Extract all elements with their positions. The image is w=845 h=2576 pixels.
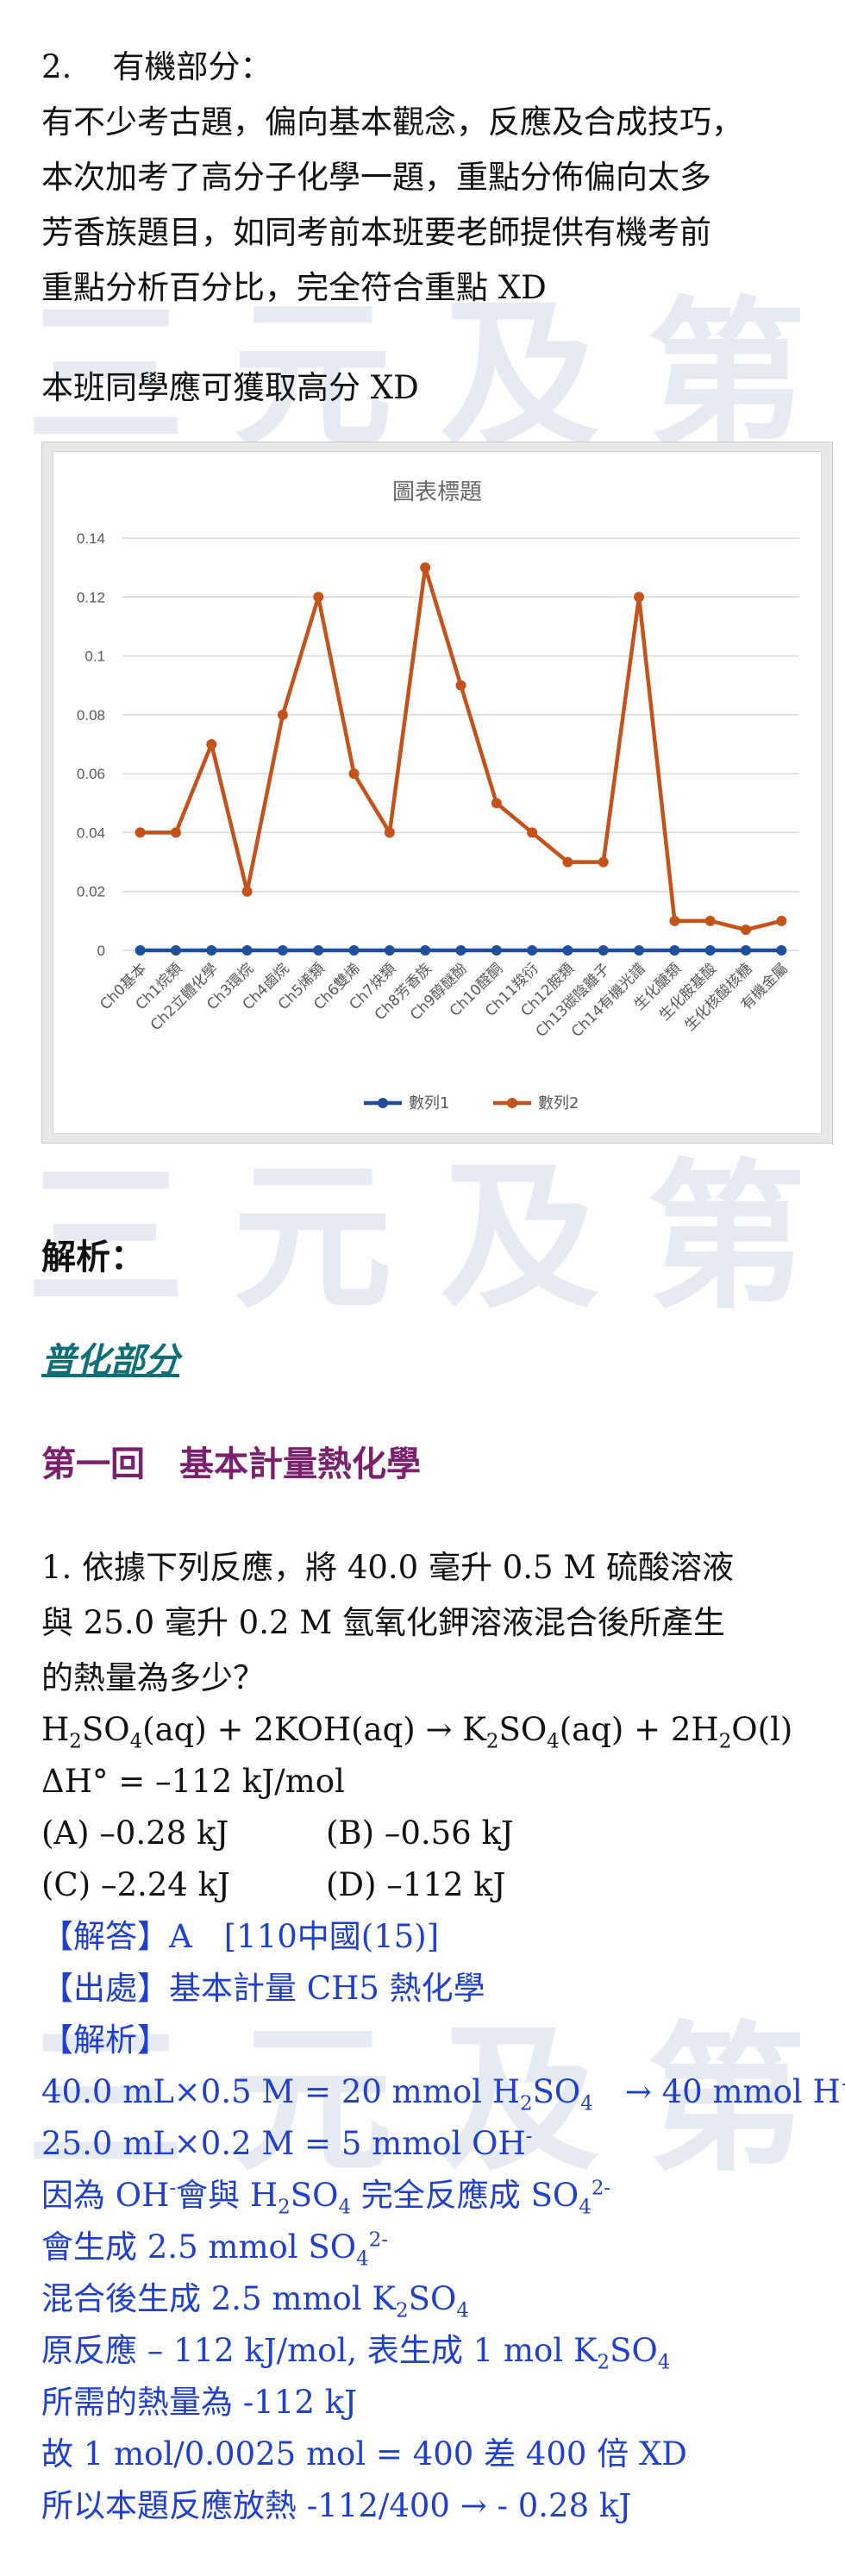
legend-marker — [507, 1098, 517, 1108]
data-point — [348, 945, 360, 956]
data-point — [598, 856, 609, 868]
data-point — [704, 915, 716, 926]
intro-paragraph: 芳香族題目，如同考前本班要老師提供有機考前 — [41, 214, 711, 251]
explanation-label: 【解析】 — [41, 2021, 169, 2059]
series-line — [140, 565, 782, 932]
step-line: 故 1 mol/0.0025 mol = 400 差 400 倍 XD — [41, 2435, 687, 2473]
chart-area: 圖表標題 0 0.02 0.04 0.06 0.08 0.1 0.12 0.14 Ch0基本 Ch1… — [53, 451, 822, 1134]
legend-label: 數列1 — [409, 1094, 449, 1113]
data-point — [206, 739, 217, 749]
option-b: (B) –0.56 kJ — [326, 1814, 514, 1852]
data-point — [669, 915, 680, 926]
data-point — [206, 945, 217, 956]
y-tick-label: 0.12 — [77, 589, 105, 605]
y-tick-label: 0.14 — [77, 530, 105, 547]
data-point — [527, 827, 538, 838]
data-point — [420, 562, 431, 573]
data-point — [562, 856, 573, 868]
watermark: 三元及第 — [26, 1144, 845, 1331]
question-stem: 與 25.0 毫升 0.2 M 氫氧化鉀溶液混合後所產生 — [41, 1604, 725, 1641]
y-tick-label: 0.08 — [77, 707, 105, 724]
legend-label: 數列2 — [538, 1094, 579, 1113]
data-point — [170, 827, 181, 838]
data-point — [313, 945, 324, 956]
chart-frame: 圖表標題 0 0.02 0.04 0.06 0.08 0.1 0.12 0.14 Ch0基本 Ch1… — [41, 442, 833, 1144]
data-point — [135, 827, 146, 838]
intro-paragraph: 有不少考古題，偏向基本觀念，反應及合成技巧， — [41, 103, 743, 141]
data-point — [776, 945, 787, 956]
options-row: (A) –0.28 kJ (B) –0.56 kJ — [41, 1808, 514, 1859]
option-c: (C) –2.24 kJ — [41, 1866, 230, 1903]
data-point — [598, 945, 609, 956]
y-tick-label: 0.1 — [84, 649, 105, 665]
legend-marker — [378, 1098, 388, 1108]
data-point — [170, 945, 181, 956]
intro-note: 本班同學應可獲取高分 XD — [41, 369, 419, 406]
data-point — [384, 945, 395, 956]
step-line: 因為 OH-會與 H2SO4 完全反應成 SO42- — [41, 2177, 611, 2219]
step-line: 會生成 2.5 mmol SO42- — [41, 2228, 389, 2271]
data-point — [634, 592, 645, 603]
data-point — [241, 886, 253, 897]
subsection-title: 普化部分 — [41, 1340, 179, 1381]
data-point — [527, 945, 538, 956]
data-point — [277, 709, 288, 720]
chapter-title: 第一回 基本計量熱化學 — [41, 1444, 421, 1484]
data-point — [277, 945, 288, 956]
line-chart: 圖表標題00.020.040.060.080.10.120.14Ch0基本Ch1… — [77, 479, 799, 1113]
data-point — [384, 827, 395, 838]
data-point — [313, 592, 324, 603]
y-tick-label: 0 — [97, 943, 105, 959]
step-line: 所需的熱量為 -112 kJ — [41, 2384, 357, 2421]
section-heading: 2. 有機部分： — [41, 48, 272, 85]
y-tick-label: 0.06 — [77, 766, 105, 782]
step-line: 40.0 mL×0.5 M = 20 mmol H2SO4 → 40 mmol … — [41, 2073, 845, 2115]
data-point — [562, 945, 573, 956]
enthalpy: ΔH° = –112 kJ/mol — [41, 1763, 345, 1800]
data-point — [491, 798, 502, 809]
option-a: (A) –0.28 kJ — [41, 1814, 229, 1852]
source-line: 【出處】基本計量 CH5 熱化學 — [41, 1970, 485, 2007]
data-point — [455, 945, 466, 956]
answer-line: 【解答】A [110中國(15)] — [41, 1918, 440, 1955]
data-point — [776, 915, 787, 926]
data-point — [741, 924, 752, 936]
step-line: 所以本題反應放熱 -112/400 → - 0.28 kJ — [41, 2487, 632, 2524]
reaction-equation: H2SO4(aq) + 2KOH(aq) → K2SO4(aq) + 2H2O(… — [41, 1711, 793, 1753]
data-point — [491, 945, 502, 956]
data-point — [741, 945, 752, 956]
options-row: (C) –2.24 kJ (D) –112 kJ — [41, 1859, 505, 1911]
data-point — [669, 945, 680, 956]
data-point — [135, 945, 146, 956]
question-stem: 1. 依據下列反應，將 40.0 毫升 0.5 M 硫酸溶液 — [41, 1549, 734, 1586]
question-stem: 的熱量為多少？ — [41, 1659, 265, 1696]
analysis-label: 解析： — [41, 1237, 145, 1277]
step-line: 混合後生成 2.5 mmol K2SO4 — [41, 2280, 469, 2322]
data-point — [455, 680, 466, 691]
data-point — [704, 945, 716, 956]
data-point — [348, 768, 360, 780]
data-point — [634, 945, 645, 956]
data-point — [420, 945, 431, 956]
y-tick-label: 0.04 — [77, 824, 105, 841]
intro-paragraph: 重點分析百分比，完全符合重點 XD — [41, 269, 547, 306]
intro-paragraph: 本次加考了高分子化學一題，重點分佈偏向太多 — [41, 159, 711, 196]
option-d: (D) –112 kJ — [326, 1866, 506, 1903]
y-tick-label: 0.02 — [77, 884, 105, 900]
chart-title: 圖表標題 — [392, 479, 482, 505]
step-line: 25.0 mL×0.2 M = 5 mmol OH- — [41, 2125, 533, 2162]
step-line: 原反應 – 112 kJ/mol, 表生成 1 mol K2SO4 — [41, 2332, 671, 2374]
data-point — [241, 945, 253, 956]
